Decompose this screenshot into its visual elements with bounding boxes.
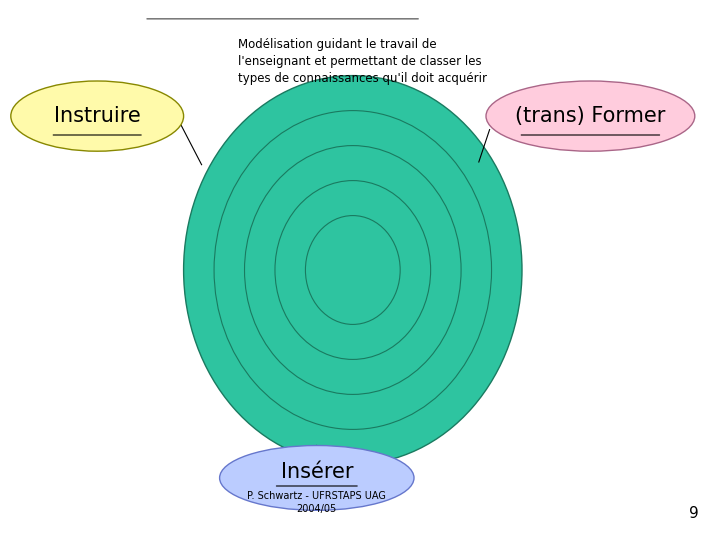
- Ellipse shape: [184, 76, 522, 464]
- Ellipse shape: [220, 446, 414, 510]
- Ellipse shape: [486, 81, 695, 151]
- Ellipse shape: [275, 180, 431, 360]
- Text: (trans) Former: (trans) Former: [516, 106, 665, 126]
- Ellipse shape: [214, 111, 492, 429]
- Text: 9: 9: [688, 505, 698, 521]
- Text: Modélisation guidant le travail de
l'enseignant et permettant de classer les
typ: Modélisation guidant le travail de l'ens…: [238, 38, 487, 85]
- Text: Instruire: Instruire: [54, 106, 140, 126]
- Text: Insérer: Insérer: [281, 462, 353, 483]
- Ellipse shape: [305, 215, 400, 325]
- Ellipse shape: [245, 146, 461, 394]
- Ellipse shape: [11, 81, 184, 151]
- Text: P. Schwartz - UFRSTAPS UAG
2004/05: P. Schwartz - UFRSTAPS UAG 2004/05: [248, 491, 386, 514]
